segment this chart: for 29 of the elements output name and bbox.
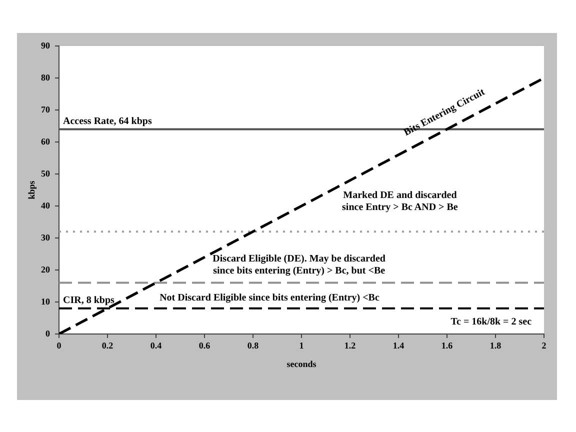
y-tick-label: 20	[41, 264, 50, 274]
y-axis-title: kbps	[26, 180, 37, 200]
x-tick-label: 1.4	[392, 340, 405, 351]
x-tick-label: 1.8	[490, 340, 502, 351]
x-tick-label: 2	[542, 340, 547, 351]
x-axis-title: seconds	[286, 358, 317, 369]
y-tick-label: 30	[41, 232, 50, 242]
ref-line-label: Access Rate, 64 kbps	[63, 116, 152, 127]
x-tick-label: 0	[56, 340, 62, 351]
x-tick-label: 0.6	[198, 340, 211, 351]
y-tick-label: 40	[41, 200, 50, 210]
x-tick-label: 1.2	[344, 340, 356, 351]
y-tick-label: 0	[46, 328, 50, 338]
x-tick-label: 0.2	[102, 340, 114, 351]
annotation: Tc = 16k/8k = 2 sec	[450, 316, 532, 328]
y-tick-label: 70	[41, 104, 50, 114]
y-tick-label: 60	[41, 136, 50, 146]
annotation: Discard Eligible (DE). May be discarded since bits entering (Entry) > Bc, but <Be	[212, 253, 386, 276]
x-tick-label: 1.6	[441, 340, 454, 351]
y-tick-label: 90	[41, 40, 50, 50]
annotation: Not Discard Eligible since bits entering (Entry) <Bc	[160, 292, 380, 304]
x-tick-label: 0.8	[247, 340, 260, 351]
y-tick-label: 80	[41, 72, 50, 82]
annotation: Marked DE and discarded since Entry > Bc AND > Be	[342, 190, 458, 214]
x-tick-label: 1	[299, 340, 304, 351]
y-tick-label: 10	[41, 296, 50, 306]
ref-line-label: CIR, 8 kbps	[63, 294, 115, 306]
x-tick-label: 0.4	[150, 340, 162, 351]
y-tick-label: 50	[41, 168, 50, 178]
